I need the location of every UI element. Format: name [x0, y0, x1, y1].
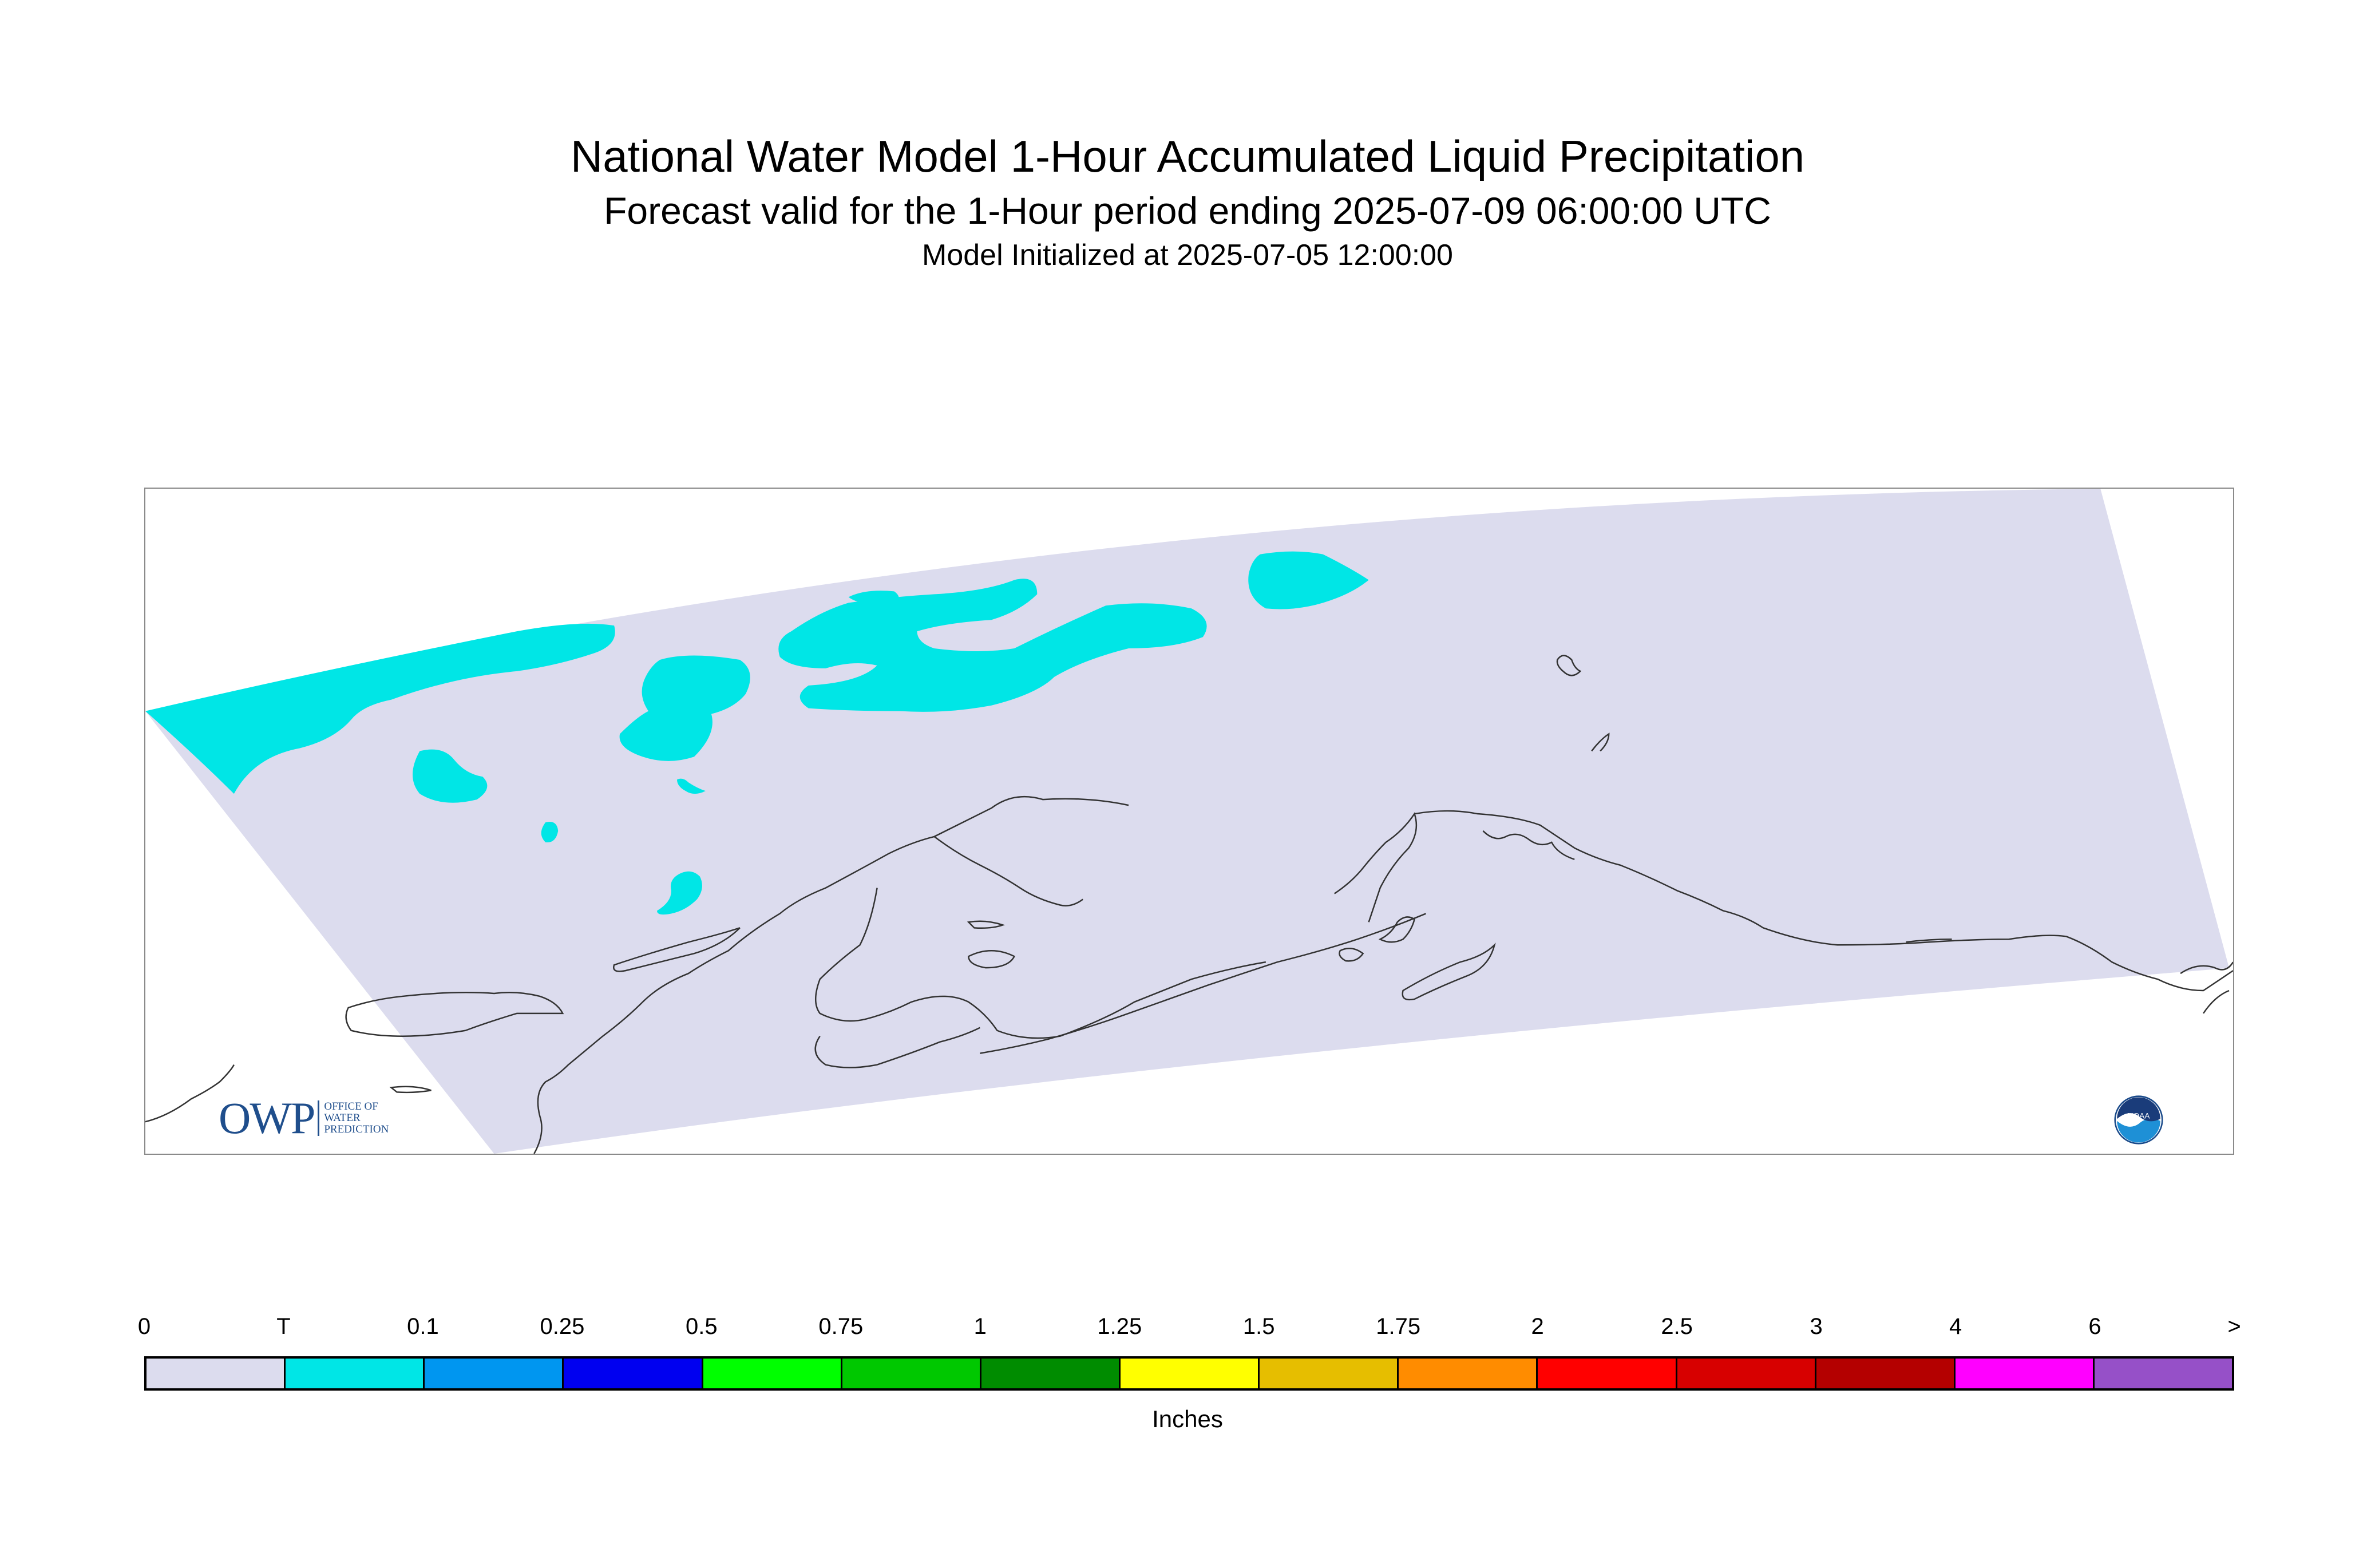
owp-logo-text: OFFICE OF WATER PREDICTION — [324, 1101, 389, 1135]
colorbar-segment — [1538, 1359, 1677, 1388]
coastline-se-1 — [1906, 939, 1952, 943]
precip-blob-4 — [676, 778, 706, 794]
coastline-kodiak — [1378, 916, 1415, 943]
coastline-east-2 — [2203, 989, 2230, 1014]
noaa-logo-text: NOAA — [2128, 1111, 2151, 1120]
model-domain-area — [145, 489, 2233, 1154]
colorbar-segment — [286, 1359, 425, 1388]
colorbar-segment — [1816, 1359, 1956, 1388]
model-initialized-line: Model Initialized at 2025-07-05 12:00:00 — [922, 239, 1453, 272]
colorbar-segment — [1260, 1359, 1399, 1388]
coastline-chukotka — [345, 992, 564, 1037]
colorbar-label: 1 — [973, 1314, 987, 1339]
owp-line-2: WATER — [324, 1112, 361, 1124]
colorbar-segment — [147, 1359, 286, 1388]
colorbar-segment — [842, 1359, 981, 1388]
colorbar-segment — [1955, 1359, 2095, 1388]
colorbar-label: 2 — [1531, 1314, 1544, 1339]
coastline-seward-peninsula — [933, 836, 1083, 906]
colorbar-label: 1.75 — [1376, 1314, 1421, 1339]
precip-band-center — [619, 655, 750, 761]
precip-trace-areas — [145, 551, 1369, 915]
coastline-siberia-bottom — [145, 1064, 235, 1123]
coastline-main — [533, 795, 1129, 1154]
colorbar-segment — [1399, 1359, 1538, 1388]
colorbar-segment — [564, 1359, 703, 1388]
colorbar-segment — [981, 1359, 1121, 1388]
owp-line-3: PREDICTION — [324, 1123, 389, 1135]
coastline-island-1 — [1339, 948, 1364, 962]
precip-band-west — [145, 623, 615, 794]
coastline-wrangel — [1556, 655, 1582, 676]
colorbar-segment — [2094, 1359, 2232, 1388]
colorbar-label: 0.25 — [540, 1314, 585, 1339]
colorbar-label: 2.5 — [1661, 1314, 1693, 1339]
colorbar-labels: 0 T 0.1 0.25 0.5 0.75 1 1.25 1.5 1.75 2 2.5 3 4 6 > — [138, 1314, 2241, 1348]
colorbar-label: 4 — [1949, 1314, 1962, 1339]
precip-blob-3 — [657, 871, 702, 915]
colorbar-label: 0.1 — [407, 1314, 439, 1339]
coastline-gulf — [1414, 810, 2233, 992]
precipitation-map — [145, 489, 2233, 1154]
colorbar-label: 0.5 — [686, 1314, 718, 1339]
colorbar-label: 0 — [137, 1314, 151, 1339]
colorbar-label: T — [276, 1314, 291, 1339]
precip-band-north — [778, 579, 1207, 712]
colorbar-label: 1.5 — [1242, 1314, 1275, 1339]
coastlines — [145, 655, 2233, 1154]
coastline-east-1 — [2180, 961, 2233, 975]
colorbar-label: 1.25 — [1097, 1314, 1142, 1339]
colorbar-label: 0.75 — [818, 1314, 864, 1339]
coastline-sw-bits — [389, 1086, 432, 1094]
forecast-valid-subtitle: Forecast valid for the 1-Hour period end… — [604, 189, 1771, 232]
colorbar-segment — [1677, 1359, 1816, 1388]
coastline-herald — [1591, 732, 1610, 752]
map-title: National Water Model 1-Hour Accumulated … — [570, 131, 1805, 181]
noaa-logo: NOAA — [2114, 1095, 2163, 1145]
precip-blob-2 — [541, 821, 559, 843]
precip-blob-5 — [848, 591, 899, 606]
coastline-alaska-peninsula — [980, 913, 1427, 1054]
precip-blob-1 — [412, 749, 488, 803]
owp-logo-divider — [318, 1100, 320, 1136]
map-panel: OWP OFFICE OF WATER PREDICTION NOAA — [144, 488, 2234, 1155]
colorbar-label: 3 — [1810, 1314, 1823, 1339]
coastline-nunivak — [968, 949, 1016, 969]
coastline-island-2 — [1402, 943, 1496, 1001]
coastline-small-island-1 — [967, 920, 1006, 929]
coastline-st-lawrence — [613, 927, 741, 972]
coastline-kenai — [1482, 830, 1575, 860]
coastline-kuskokwim — [815, 888, 1266, 1039]
outside-domain-left — [145, 711, 494, 1154]
colorbar-segment — [1120, 1359, 1260, 1388]
colorbar-label: 6 — [2088, 1314, 2101, 1339]
colorbar — [144, 1356, 2234, 1391]
owp-line-1: OFFICE OF — [324, 1100, 378, 1112]
colorbar-units: Inches — [1152, 1405, 1223, 1432]
colorbar-segment — [703, 1359, 842, 1388]
owp-logo: OWP OFFICE OF WATER PREDICTION — [219, 1093, 389, 1143]
owp-logo-mark: OWP — [219, 1093, 315, 1143]
precip-blob-northeast — [1248, 551, 1369, 609]
outside-domain-right — [2100, 489, 2233, 968]
colorbar-segment — [425, 1359, 564, 1388]
colorbar-label: > — [2227, 1314, 2241, 1339]
coastline-bristol-bay — [814, 1027, 980, 1068]
